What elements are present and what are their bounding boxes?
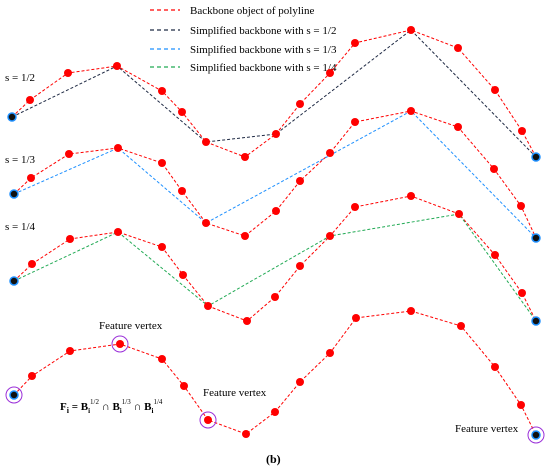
feature-vertex-ring (5, 386, 23, 404)
backbone-polyline (13, 310, 537, 436)
vertex (204, 416, 212, 424)
vertex (241, 153, 249, 161)
legend-label-s-1-4: Simplified backbone with s = 1/4 (190, 62, 337, 74)
vertex (271, 293, 279, 301)
vertex (455, 210, 463, 218)
figure-caption: (b) (266, 452, 281, 466)
legend-label-s-1-2: Simplified backbone with s = 1/2 (190, 25, 336, 37)
row-label-s-1-4: s = 1/4 (5, 221, 36, 233)
vertex (114, 144, 122, 152)
vertex (272, 207, 280, 215)
vertex (518, 289, 526, 297)
vertex (326, 69, 334, 77)
row-label-s-1-3: s = 1/3 (5, 154, 36, 166)
backbone-polyline (13, 195, 537, 322)
vertex (296, 177, 304, 185)
endpoint-vertex (531, 430, 541, 440)
vertex (66, 235, 74, 243)
legend: Backbone object of polyline Simplified b… (150, 5, 337, 74)
vertex (272, 130, 280, 138)
feature-vertex-ring (199, 411, 217, 429)
vertex (114, 228, 122, 236)
vertex (158, 355, 166, 363)
vertex (491, 251, 499, 259)
legend-label-s-1-3: Simplified backbone with s = 1/3 (190, 44, 337, 56)
polyline-row-s-1-4 (9, 192, 541, 326)
vertex (178, 108, 186, 116)
vertex (326, 149, 334, 157)
vertex (202, 219, 210, 227)
vertex (28, 372, 36, 380)
simplified-polyline (13, 213, 537, 322)
vertex (113, 62, 121, 70)
vertex (517, 401, 525, 409)
vertex (490, 165, 498, 173)
feature-vertex-ring (527, 426, 545, 444)
vertex (351, 203, 359, 211)
feature-vertex-ring (111, 335, 129, 353)
polyline-row-s-1-2 (7, 26, 541, 162)
endpoint-vertex (9, 189, 19, 199)
vertex (158, 159, 166, 167)
vertex (407, 26, 415, 34)
vertex (66, 347, 74, 355)
vertex (202, 138, 210, 146)
vertex (351, 39, 359, 47)
vertex (518, 127, 526, 135)
vertex (491, 86, 499, 94)
vertex (179, 271, 187, 279)
endpoint-vertex (531, 233, 541, 243)
feature-vertex-label-middle: Feature vertex (203, 387, 267, 399)
vertex (296, 100, 304, 108)
vertex (178, 187, 186, 195)
intersection-formula: Fi = Bi1/2 ∩ Bi1/3 ∩ Bi1/4 (60, 398, 163, 415)
vertex (491, 363, 499, 371)
feature-vertex-label-top: Feature vertex (99, 320, 163, 332)
endpoint-vertex (531, 316, 541, 326)
vertex (204, 302, 212, 310)
vertex (457, 322, 465, 330)
legend-label-backbone: Backbone object of polyline (190, 5, 314, 17)
vertex (407, 192, 415, 200)
vertex (242, 430, 250, 438)
simplified-polyline (13, 110, 537, 239)
vertex (454, 123, 462, 131)
vertex (64, 69, 72, 77)
vertex (271, 408, 279, 416)
vertex (454, 44, 462, 52)
vertex (243, 317, 251, 325)
vertex (296, 262, 304, 270)
vertex (517, 202, 525, 210)
row-label-s-1-2: s = 1/2 (5, 72, 35, 84)
vertex (326, 349, 334, 357)
vertex (158, 243, 166, 251)
vertex (296, 378, 304, 386)
vertex (116, 340, 124, 348)
vertex (352, 314, 360, 322)
vertex (241, 232, 249, 240)
vertex (26, 96, 34, 104)
polyline-row-feature-vertices (5, 307, 545, 444)
vertex (27, 174, 35, 182)
endpoint-vertex (9, 390, 19, 400)
vertex (407, 107, 415, 115)
vertex (65, 150, 73, 158)
backbone-polyline (13, 110, 537, 239)
simplified-polyline (11, 29, 537, 158)
vertex (351, 118, 359, 126)
polyline-row-s-1-3 (9, 107, 541, 243)
vertex (326, 232, 334, 240)
vertex (158, 87, 166, 95)
endpoint-vertex (9, 276, 19, 286)
endpoint-vertex (7, 112, 17, 122)
vertex (28, 260, 36, 268)
vertex (407, 307, 415, 315)
vertex (180, 382, 188, 390)
endpoint-vertex (531, 152, 541, 162)
feature-vertex-label-right: Feature vertex (455, 423, 519, 435)
